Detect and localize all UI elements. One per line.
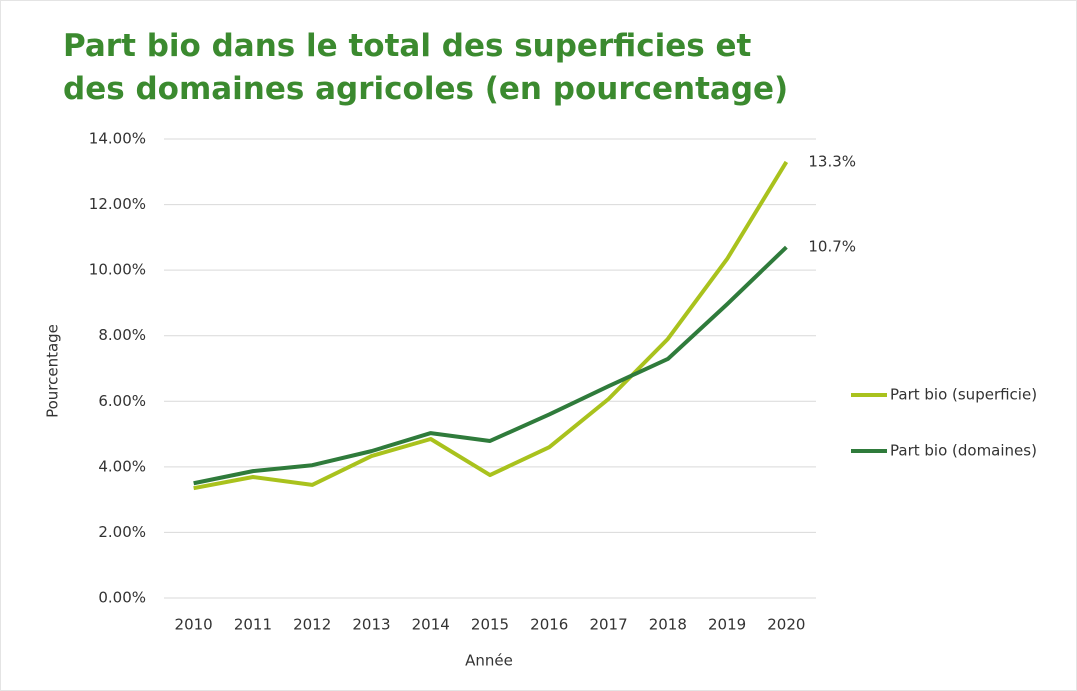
y-tick-label: 6.00% [98,392,146,410]
x-tick-label: 2010 [175,616,213,634]
y-tick-label: 0.00% [98,589,146,607]
y-tick-label: 12.00% [89,195,146,213]
x-tick-label: 2013 [352,616,390,634]
x-tick-label: 2019 [708,616,746,634]
chart-title: Part bio dans le total des superficies e… [63,28,789,107]
y-tick-label: 2.00% [98,523,146,541]
x-tick-label: 2018 [649,616,687,634]
x-tick-label: 2014 [412,616,450,634]
legend-label: Part bio (domaines) [890,442,1037,460]
x-tick-label: 2011 [234,616,272,634]
data-label: 13.3% [808,152,856,170]
legend-label: Part bio (superficie) [890,386,1037,404]
data-label: 10.7% [808,238,856,256]
y-axis-label: Pourcentage [44,324,62,418]
x-axis-label: Année [465,652,513,670]
y-tick-label: 8.00% [98,326,146,344]
y-tick-label: 4.00% [98,457,146,475]
x-tick-label: 2015 [471,616,509,634]
y-tick-label: 10.00% [89,261,146,279]
series-line [193,160,789,491]
x-tick-label: 2020 [767,616,805,634]
series-line [193,245,788,486]
x-tick-label: 2016 [530,616,568,634]
x-tick-label: 2017 [589,616,627,634]
y-tick-label: 14.00% [89,130,146,148]
x-tick-label: 2012 [293,616,331,634]
